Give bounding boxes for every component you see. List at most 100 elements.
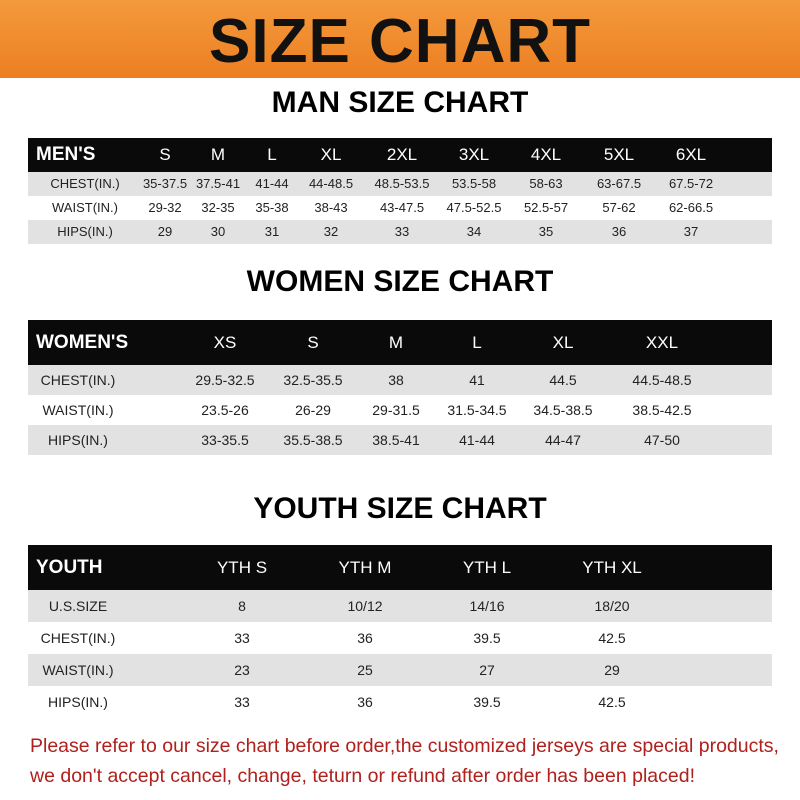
size-header-cell: XS	[213, 333, 237, 352]
size-header-cell: M	[210, 145, 226, 164]
table-cell: 18/20	[594, 598, 630, 614]
table-cell: 35-37.5	[142, 176, 188, 191]
men-section-title: MAN SIZE CHART	[271, 86, 529, 119]
table-cell: 23	[234, 662, 250, 678]
women-size-table: WOMEN'S XS S M L XL XXL CHEST(IN.) 29.5-32.5 32.5…	[28, 320, 772, 455]
table-cell: 34	[466, 224, 482, 239]
notice-line-2: we don't accept cancel, change, teturn o…	[30, 765, 695, 787]
size-header-cell: 3XL	[458, 145, 490, 164]
table-cell: 58-63	[529, 176, 563, 191]
table-cell: 14/16	[469, 598, 505, 614]
table-cell: 48.5-53.5	[374, 176, 430, 191]
table-header-row: YOUTH YTH S YTH M YTH L YTH XL	[28, 545, 772, 590]
table-title-cell: YOUTH	[36, 557, 103, 578]
size-header-cell: L	[472, 333, 482, 352]
size-header-cell: M	[388, 333, 404, 352]
size-header-cell: YTH S	[216, 558, 268, 577]
table-cell: 52.5-57	[523, 200, 569, 215]
table-cell: 29	[157, 224, 173, 239]
table-cell: 31	[264, 224, 280, 239]
table-cell: 31.5-34.5	[447, 402, 507, 418]
table-cell: 39.5	[473, 630, 501, 646]
table-cell: 32.5-35.5	[283, 372, 343, 388]
table-title-cell: WOMEN'S	[36, 332, 129, 353]
table-cell: 27	[479, 662, 495, 678]
table-cell: 62-66.5	[668, 200, 714, 215]
table-row: U.S.SIZE 8 10/12 14/16 18/20	[28, 590, 772, 622]
size-header-cell: 6XL	[675, 145, 707, 164]
table-cell: 32	[323, 224, 339, 239]
table-cell: 57-62	[602, 200, 636, 215]
table-cell: 39.5	[473, 694, 501, 710]
table-row: HIPS(IN.) 33-35.5 35.5-38.5 38.5-41 41-44 44-…	[28, 425, 772, 455]
table-cell: 23.5-26	[201, 402, 249, 418]
size-header-cell: XL	[320, 145, 342, 164]
size-header-cell: YTH L	[462, 558, 512, 577]
table-cell: 25	[357, 662, 373, 678]
table-cell: 8	[238, 598, 246, 614]
table-cell: 33	[394, 224, 410, 239]
size-header-cell: 5XL	[603, 145, 635, 164]
measure-label: CHEST(IN.)	[40, 630, 116, 646]
table-cell: 44-48.5	[308, 176, 354, 191]
table-cell: 38-43	[314, 200, 348, 215]
measure-label: HIPS(IN.)	[48, 694, 108, 710]
measure-label: WAIST(IN.)	[52, 200, 118, 215]
size-header-cell: S	[159, 145, 171, 164]
table-cell: 44.5-48.5	[632, 372, 692, 388]
table-cell: 53.5-58	[451, 176, 497, 191]
table-row: HIPS(IN.) 33 36 39.5 42.5	[28, 686, 772, 718]
size-header-cell: XXL	[645, 333, 679, 352]
table-cell: 10/12	[347, 598, 383, 614]
table-row: CHEST(IN.) 35-37.5 37.5-41 41-44 44-48.5 48.5…	[28, 172, 772, 196]
table-cell: 36	[611, 224, 627, 239]
table-cell: 35-38	[255, 200, 289, 215]
table-row: WAIST(IN.) 23.5-26 26-29 29-31.5 31.5-34.5 34…	[28, 395, 772, 425]
table-cell: 41-44	[255, 176, 289, 191]
measure-label: WAIST(IN.)	[42, 402, 114, 418]
measure-label: CHEST(IN.)	[40, 372, 116, 388]
table-cell: 37	[683, 224, 699, 239]
measure-label: CHEST(IN.)	[50, 176, 120, 191]
table-title-cell: MEN'S	[36, 144, 96, 165]
measure-label: HIPS(IN.)	[48, 432, 108, 448]
table-cell: 44-47	[545, 432, 581, 448]
table-cell: 37.5-41	[195, 176, 241, 191]
measure-label: WAIST(IN.)	[42, 662, 114, 678]
table-cell: 32-35	[201, 200, 235, 215]
youth-section-title: YOUTH SIZE CHART	[253, 492, 547, 525]
table-cell: 38	[388, 372, 404, 388]
table-cell: 38.5-41	[372, 432, 420, 448]
notice-line-1: Please refer to our size chart before or…	[30, 735, 779, 757]
table-cell: 33-35.5	[201, 432, 249, 448]
table-cell: 29-31.5	[372, 402, 420, 418]
banner: SIZE CHART	[0, 0, 800, 78]
table-row: CHEST(IN.) 29.5-32.5 32.5-35.5 38 41 44.5 44.5…	[28, 365, 772, 395]
table-cell: 35.5-38.5	[283, 432, 343, 448]
table-cell: 30	[210, 224, 226, 239]
table-cell: 36	[357, 630, 373, 646]
table-cell: 29	[604, 662, 620, 678]
size-header-cell: 4XL	[530, 145, 562, 164]
table-cell: 41	[469, 372, 485, 388]
size-header-cell: XL	[552, 333, 574, 352]
table-cell: 47-50	[644, 432, 680, 448]
table-cell: 33	[234, 630, 250, 646]
size-header-cell: 2XL	[386, 145, 418, 164]
measure-label: U.S.SIZE	[48, 598, 108, 614]
women-section-title: WOMEN SIZE CHART	[246, 265, 554, 298]
measure-label: HIPS(IN.)	[57, 224, 113, 239]
table-header-row: WOMEN'S XS S M L XL XXL	[28, 320, 772, 365]
size-header-cell: L	[267, 145, 277, 164]
table-cell: 42.5	[598, 630, 626, 646]
table-row: WAIST(IN.) 29-32 32-35 35-38 38-43 43-47.5 47.…	[28, 196, 772, 220]
table-cell: 43-47.5	[379, 200, 425, 215]
size-header-cell: YTH M	[338, 558, 392, 577]
table-cell: 33	[234, 694, 250, 710]
size-header-cell: YTH XL	[582, 558, 642, 577]
table-row: HIPS(IN.) 29 30 31 32 33 34 35 36 37	[28, 220, 772, 244]
men-size-table: MEN'S S M L XL 2XL 3XL 4XL 5XL 6XL CHEST(IN.) 35-37…	[28, 138, 772, 244]
table-cell: 29.5-32.5	[195, 372, 255, 388]
youth-size-table: YOUTH YTH S YTH M YTH L YTH XL U.S.SIZE 8 10/12…	[28, 545, 772, 718]
table-cell: 67.5-72	[668, 176, 714, 191]
